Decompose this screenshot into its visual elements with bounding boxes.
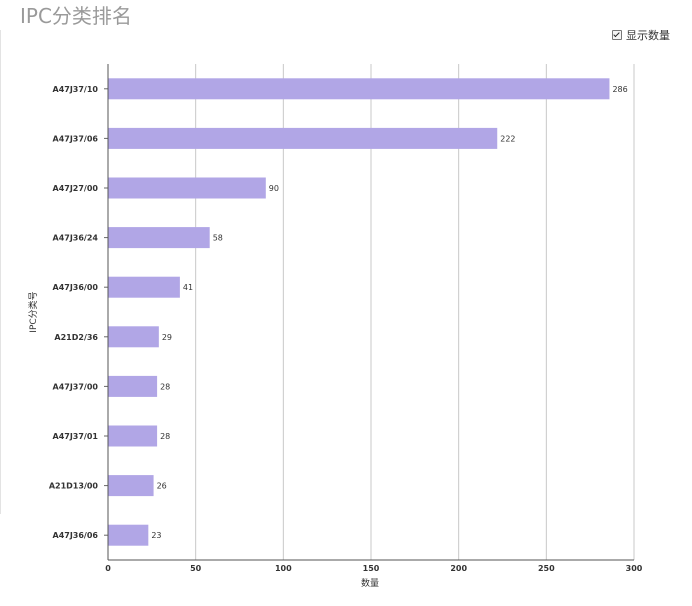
data-label: 90 <box>269 184 279 193</box>
x-axis-title: 数量 <box>361 577 379 589</box>
y-tick-label: A47J36/00 <box>53 283 99 292</box>
data-label: 26 <box>157 482 167 491</box>
data-label: 41 <box>183 283 193 292</box>
data-label: 286 <box>612 85 627 94</box>
data-label: 28 <box>160 432 170 441</box>
x-tick-label: 200 <box>450 564 467 573</box>
y-tick-label: A47J36/06 <box>53 531 99 540</box>
bar-A47J37/00[interactable] <box>108 375 158 397</box>
bar-A47J36/00[interactable] <box>108 276 180 298</box>
x-tick-label: 300 <box>626 564 643 573</box>
show-count-toggle[interactable]: 显示数量 <box>612 28 670 42</box>
panel-divider <box>0 30 1 514</box>
labels: 0 50 100 150 200 250 300 A47J37/10 286 A47J37/06 2… <box>27 85 643 589</box>
y-axis-title: IPC分类号 <box>27 291 39 332</box>
show-count-label: 显示数量 <box>626 29 670 42</box>
axes <box>104 64 634 561</box>
x-tick-label: 50 <box>190 564 202 573</box>
bar-A47J36/24[interactable] <box>108 227 210 249</box>
y-tick-label: A47J37/06 <box>53 134 99 143</box>
checkbox-checked-icon[interactable] <box>612 30 622 40</box>
bar-A21D2/36[interactable] <box>108 326 159 348</box>
y-tick-label: A47J27/00 <box>53 184 99 193</box>
bar-A47J37/06[interactable] <box>108 127 498 149</box>
y-tick-label: A21D2/36 <box>54 333 98 342</box>
x-tick-label: 150 <box>363 564 380 573</box>
y-tick-label: A47J37/10 <box>53 85 99 94</box>
bar-A47J37/10[interactable] <box>108 78 610 100</box>
x-tick-label: 250 <box>538 564 555 573</box>
y-tick-label: A47J37/01 <box>53 432 99 441</box>
x-tick-label: 100 <box>275 564 292 573</box>
bars <box>108 78 610 546</box>
bar-A47J27/00[interactable] <box>108 177 266 199</box>
data-label: 23 <box>151 531 161 540</box>
data-label: 58 <box>213 234 223 243</box>
data-label: 222 <box>500 134 515 143</box>
y-tick-label: A21D13/00 <box>49 482 99 491</box>
page-title: IPC分类排名 <box>20 4 132 28</box>
data-label: 28 <box>160 382 170 391</box>
y-tick-label: A47J36/24 <box>53 234 99 243</box>
data-label: 29 <box>162 333 172 342</box>
bar-A21D13/00[interactable] <box>108 475 154 497</box>
bar-A47J37/01[interactable] <box>108 425 158 447</box>
bar-A47J36/06[interactable] <box>108 524 149 546</box>
y-tick-label: A47J37/00 <box>53 382 99 391</box>
x-tick-label: 0 <box>105 564 111 573</box>
